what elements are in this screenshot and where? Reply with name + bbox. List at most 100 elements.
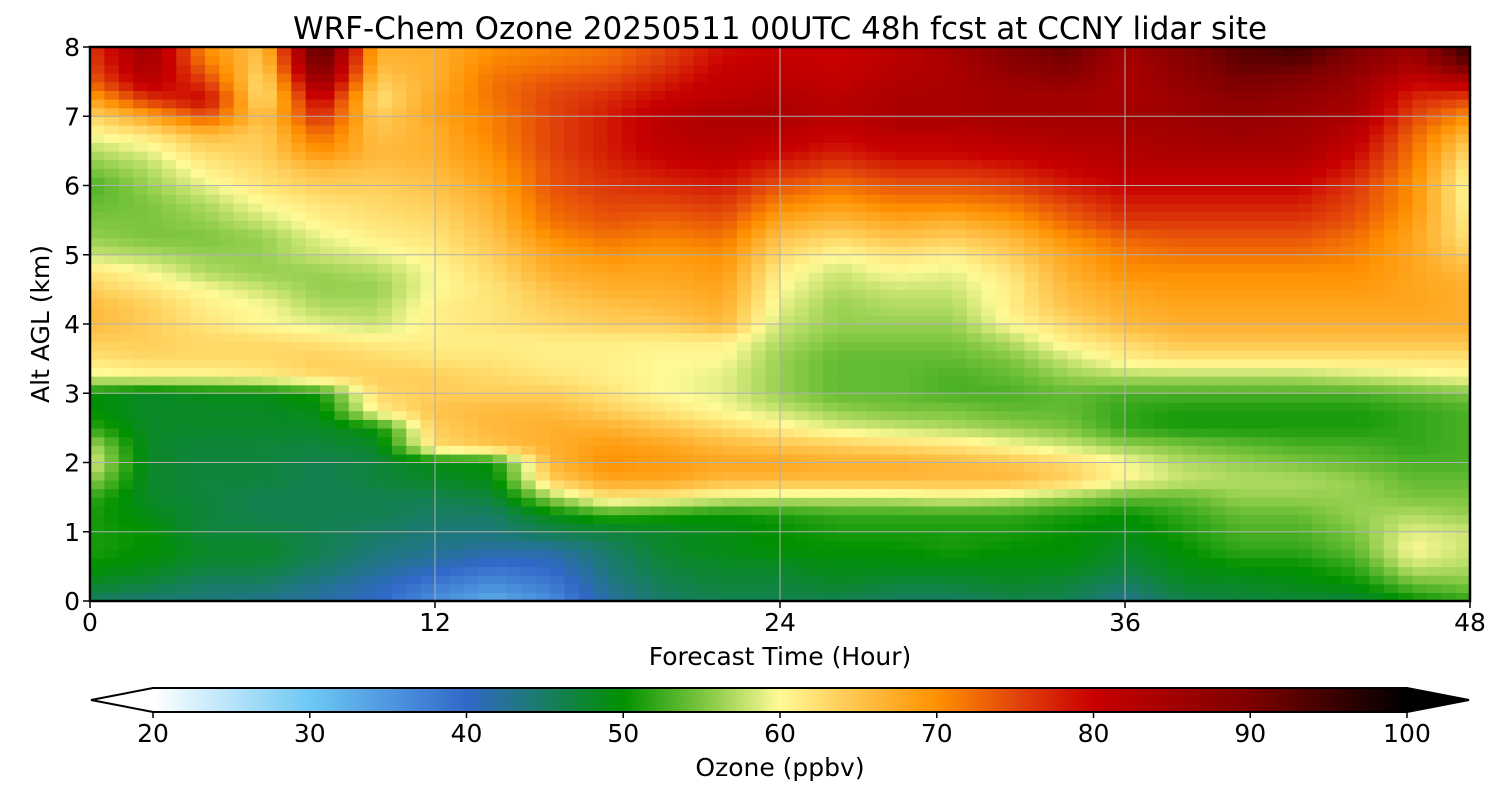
heatmap-cell — [607, 471, 623, 481]
heatmap-cell — [262, 566, 278, 576]
heatmap-cell — [1168, 592, 1184, 601]
heatmap-cell — [262, 202, 278, 213]
heatmap-cell — [248, 419, 264, 429]
heatmap-cell — [1053, 185, 1069, 195]
heatmap-cell — [679, 332, 695, 343]
heatmap-cell — [420, 375, 436, 386]
heatmap-cell — [1053, 263, 1069, 273]
heatmap-cell — [823, 324, 839, 334]
heatmap-cell — [1297, 384, 1313, 394]
heatmap-cell — [248, 237, 264, 247]
heatmap-cell — [1297, 462, 1313, 472]
heatmap-cell — [1268, 549, 1284, 559]
heatmap-cell — [420, 436, 436, 446]
heatmap-cell — [320, 358, 336, 368]
heatmap-cell — [406, 393, 422, 403]
heatmap-cell — [1412, 531, 1428, 542]
heatmap-cell — [521, 358, 537, 368]
heatmap-cell — [966, 246, 982, 256]
heatmap-cell — [1311, 436, 1327, 446]
heatmap-cell — [1139, 445, 1155, 455]
heatmap-cell — [420, 254, 436, 265]
heatmap-cell — [406, 324, 422, 334]
heatmap-cell — [938, 514, 954, 524]
heatmap-cell — [837, 410, 853, 420]
heatmap-cell — [708, 211, 724, 221]
heatmap-cell — [262, 557, 278, 568]
heatmap-cell — [118, 540, 134, 550]
heatmap-cell — [1455, 176, 1470, 187]
heatmap-cell — [348, 540, 364, 550]
heatmap-cell — [435, 453, 451, 464]
heatmap-cell — [463, 306, 479, 317]
heatmap-cell — [521, 298, 537, 308]
heatmap-cell — [736, 523, 752, 533]
heatmap-cell — [895, 211, 911, 221]
heatmap-cell — [320, 384, 336, 394]
heatmap-cell — [952, 341, 968, 351]
heatmap-cell — [1426, 150, 1442, 161]
heatmap-cell — [391, 194, 407, 204]
heatmap-cell — [1340, 419, 1356, 429]
heatmap-cell — [147, 202, 163, 213]
heatmap-cell — [363, 254, 379, 265]
heatmap-cell — [363, 289, 379, 299]
heatmap-cell — [851, 471, 867, 481]
heatmap-cell — [262, 583, 278, 594]
heatmap-cell — [751, 453, 767, 464]
heatmap-cell — [837, 298, 853, 308]
heatmap-cell — [593, 202, 609, 213]
heatmap-cell — [923, 488, 939, 498]
heatmap-cell — [880, 185, 896, 195]
heatmap-cell — [837, 341, 853, 351]
heatmap-cell — [1311, 375, 1327, 386]
heatmap-cell — [1053, 237, 1069, 247]
heatmap-cell — [406, 575, 422, 585]
heatmap-cell — [1254, 150, 1270, 161]
heatmap-cell — [1038, 471, 1054, 481]
heatmap-cell — [823, 384, 839, 394]
heatmap-cell — [1369, 427, 1385, 438]
heatmap-cell — [176, 254, 192, 265]
heatmap-cell — [966, 436, 982, 446]
heatmap-cell — [478, 211, 494, 221]
heatmap-cell — [1010, 220, 1026, 230]
heatmap-cell — [521, 436, 537, 446]
heatmap-cell — [435, 384, 451, 394]
heatmap-cell — [564, 497, 580, 507]
heatmap-cell — [1311, 557, 1327, 568]
heatmap-cell — [521, 220, 537, 230]
heatmap-cell — [621, 272, 637, 282]
heatmap-cell — [147, 410, 163, 420]
heatmap-cell — [851, 592, 867, 601]
heatmap-cell — [147, 142, 163, 152]
heatmap-cell — [1081, 263, 1097, 273]
heatmap-cell — [550, 306, 566, 317]
heatmap-cell — [808, 531, 824, 542]
heatmap-cell — [578, 393, 594, 403]
heatmap-cell — [593, 592, 609, 601]
heatmap-cell — [808, 375, 824, 386]
heatmap-cell — [851, 436, 867, 446]
heatmap-cell — [205, 419, 221, 429]
heatmap-cell — [736, 220, 752, 230]
heatmap-cell — [276, 237, 292, 247]
heatmap-cell — [1196, 531, 1212, 542]
heatmap-cell — [693, 575, 709, 585]
heatmap-cell — [923, 514, 939, 524]
heatmap-cell — [478, 306, 494, 317]
heatmap-cell — [1412, 523, 1428, 533]
heatmap-cell — [607, 514, 623, 524]
heatmap-cell — [693, 445, 709, 455]
heatmap-cell — [765, 324, 781, 334]
heatmap-cell — [161, 194, 177, 204]
heatmap-cell — [981, 246, 997, 256]
heatmap-cell — [1225, 479, 1241, 490]
heatmap-cell — [621, 436, 637, 446]
heatmap-cell — [1038, 237, 1054, 247]
heatmap-cell — [1010, 159, 1026, 169]
heatmap-cell — [1010, 401, 1026, 412]
heatmap-cell — [334, 367, 350, 377]
heatmap-cell — [377, 384, 393, 394]
heatmap-cell — [190, 523, 206, 533]
